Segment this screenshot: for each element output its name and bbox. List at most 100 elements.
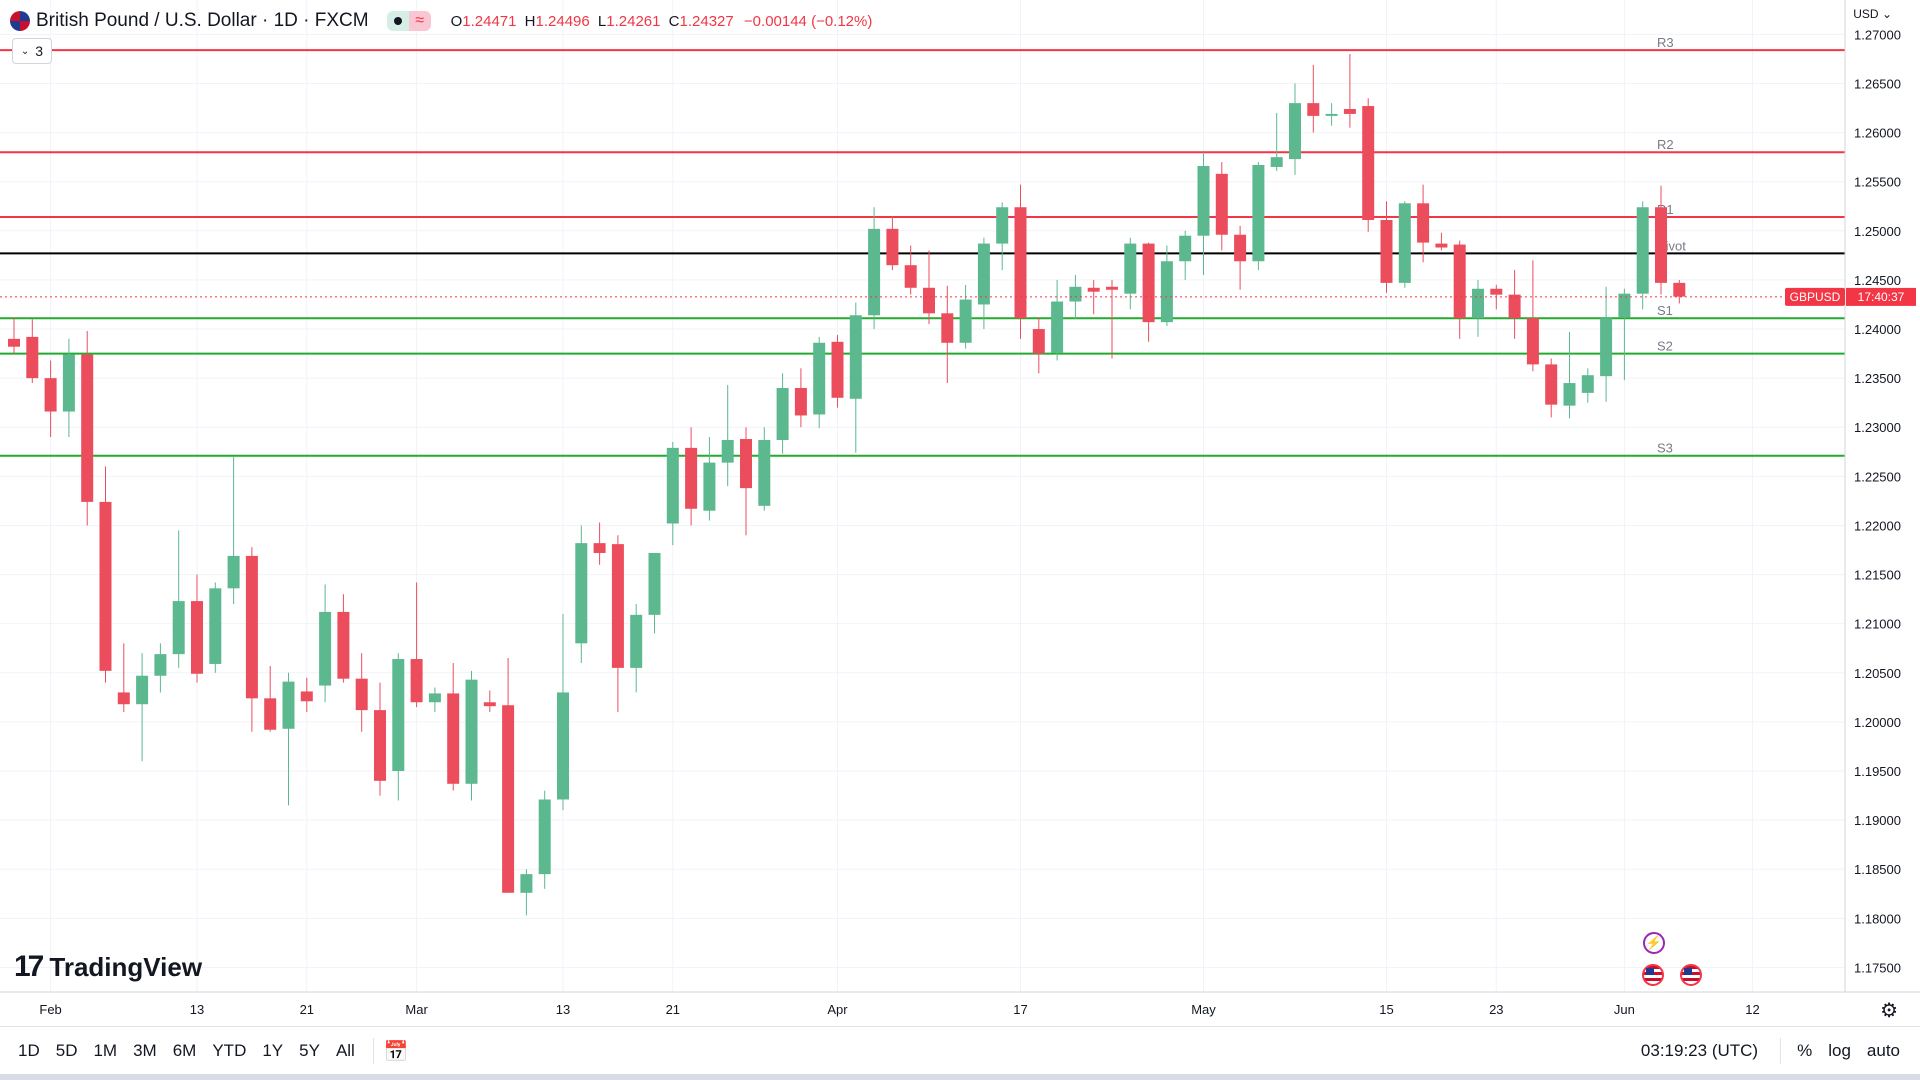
candle-body xyxy=(1051,301,1064,353)
candle xyxy=(1343,54,1356,128)
candle xyxy=(868,207,881,330)
candle-body xyxy=(502,705,515,893)
candle xyxy=(1581,368,1594,403)
candle-body xyxy=(1417,203,1430,243)
candle-body xyxy=(996,207,1009,244)
candle-body xyxy=(374,710,386,781)
price-tick-label: 1.21500 xyxy=(1854,568,1901,583)
us-flag-event-icon[interactable] xyxy=(1642,964,1664,986)
percent-toggle[interactable]: % xyxy=(1797,1041,1813,1060)
time-tick-label: 21 xyxy=(300,1002,314,1017)
candle-body xyxy=(26,336,39,379)
gb-us-flag-icon[interactable] xyxy=(10,11,30,31)
candle-body xyxy=(868,228,881,316)
candle xyxy=(410,582,423,708)
candle xyxy=(977,237,990,330)
utc-clock[interactable]: 03:19:23 (UTC) xyxy=(1640,1041,1759,1060)
price-tick-label: 1.23500 xyxy=(1854,371,1901,386)
price-scale[interactable]: 1.27000 1.26500 1.26000 1.25500 1.25000 1.245… xyxy=(1854,27,1901,975)
candle xyxy=(941,285,954,384)
candle-body xyxy=(758,440,771,506)
candle-body xyxy=(1435,243,1448,248)
candle xyxy=(81,330,94,526)
candle-body xyxy=(245,555,258,699)
status-dot-icon xyxy=(386,11,409,31)
candle-body xyxy=(1087,287,1100,292)
candle-body xyxy=(172,601,185,655)
range-button-6m[interactable]: 6M xyxy=(172,1041,197,1060)
candle xyxy=(1618,288,1631,381)
tradingview-logo[interactable]: 17 TradingView xyxy=(14,950,202,984)
toolbar-right: 03:19:23 (UTC) % log auto xyxy=(1641,1038,1900,1064)
us-flag-event-icon[interactable] xyxy=(1680,964,1702,986)
bottom-toolbar: 1D 5D 1M 3M 6M YTD 1Y 5Y All 📅 03:19:23 (UTC) % … xyxy=(0,1026,1920,1075)
range-button-3m[interactable]: 3M xyxy=(133,1041,157,1060)
candle xyxy=(575,525,588,663)
chevron-down-icon: ⌄ xyxy=(20,45,30,57)
currency-selector[interactable]: USD ⌄ xyxy=(1853,7,1892,21)
time-scale[interactable]: Feb 13 21 Mar 13 21 Apr 17 May 15 23 Jun 12 xyxy=(39,1002,1759,1017)
candle xyxy=(1307,64,1320,133)
candle-body xyxy=(1215,173,1228,235)
logo-mark: 17 xyxy=(14,950,44,983)
candle xyxy=(337,594,350,683)
indicators-toggle[interactable]: ⌄ 3 xyxy=(12,38,52,64)
candle xyxy=(557,613,569,811)
candle-body xyxy=(209,588,222,664)
candle xyxy=(1508,270,1521,339)
candle-body xyxy=(264,698,277,730)
auto-toggle[interactable]: auto xyxy=(1866,1041,1900,1060)
candle-body xyxy=(99,501,112,671)
candle xyxy=(904,245,917,295)
range-button-5y[interactable]: 5Y xyxy=(299,1041,320,1060)
candle xyxy=(593,522,606,565)
symbol-title[interactable]: British Pound / U.S. Dollar · 1D · FXCM xyxy=(36,10,369,31)
toolbar-divider xyxy=(1780,1038,1782,1064)
price-tick-label: 1.22000 xyxy=(1854,518,1901,533)
price-tick-label: 1.19500 xyxy=(1854,764,1901,779)
candle xyxy=(630,604,643,693)
price-tick-label: 1.25500 xyxy=(1854,175,1901,190)
settings-gear-icon[interactable]: ⚙ xyxy=(1880,1000,1898,1022)
candle xyxy=(666,441,679,546)
log-toggle[interactable]: log xyxy=(1828,1041,1851,1060)
candle xyxy=(483,690,496,713)
grid-lines xyxy=(0,0,1845,992)
price-tick-label: 1.18000 xyxy=(1854,911,1901,926)
range-button-ytd[interactable]: YTD xyxy=(212,1041,247,1060)
countdown-tag xyxy=(1846,287,1916,306)
candle-body xyxy=(81,354,94,502)
range-button-1m[interactable]: 1M xyxy=(93,1041,118,1060)
calendar-range-icon[interactable]: 📅 xyxy=(383,1040,409,1063)
range-button-1y[interactable]: 1Y xyxy=(262,1041,284,1060)
range-button-all[interactable]: All xyxy=(335,1041,355,1060)
candle-body xyxy=(721,440,734,463)
range-button-5d[interactable]: 5D xyxy=(55,1041,78,1060)
candle xyxy=(776,373,789,454)
candle-body xyxy=(117,692,130,705)
candle-body xyxy=(831,341,844,398)
candle xyxy=(1362,98,1375,232)
candle xyxy=(136,653,149,762)
candle xyxy=(172,530,185,668)
bolt-event-icon[interactable]: ⚡ xyxy=(1643,932,1665,954)
candle xyxy=(1179,230,1192,280)
range-button-1d[interactable]: 1D xyxy=(18,1041,40,1060)
candle xyxy=(1453,240,1466,339)
time-tick-label: 12 xyxy=(1745,1002,1759,1017)
status-pill[interactable]: ≈ xyxy=(386,11,431,31)
candle xyxy=(1398,201,1411,288)
price-tick-label: 1.20000 xyxy=(1854,715,1901,730)
candle xyxy=(1600,286,1613,402)
price-tick-label: 1.19000 xyxy=(1854,813,1901,828)
high-value: 1.24496 xyxy=(535,12,590,30)
price-tick-label: 1.26000 xyxy=(1854,126,1901,141)
time-tick-label: May xyxy=(1191,1002,1216,1017)
low-label: L xyxy=(597,12,607,30)
candle-body xyxy=(1398,203,1411,283)
candle xyxy=(849,302,862,453)
candle-body xyxy=(520,874,533,893)
candle xyxy=(1087,279,1100,315)
candle-body xyxy=(465,679,478,784)
